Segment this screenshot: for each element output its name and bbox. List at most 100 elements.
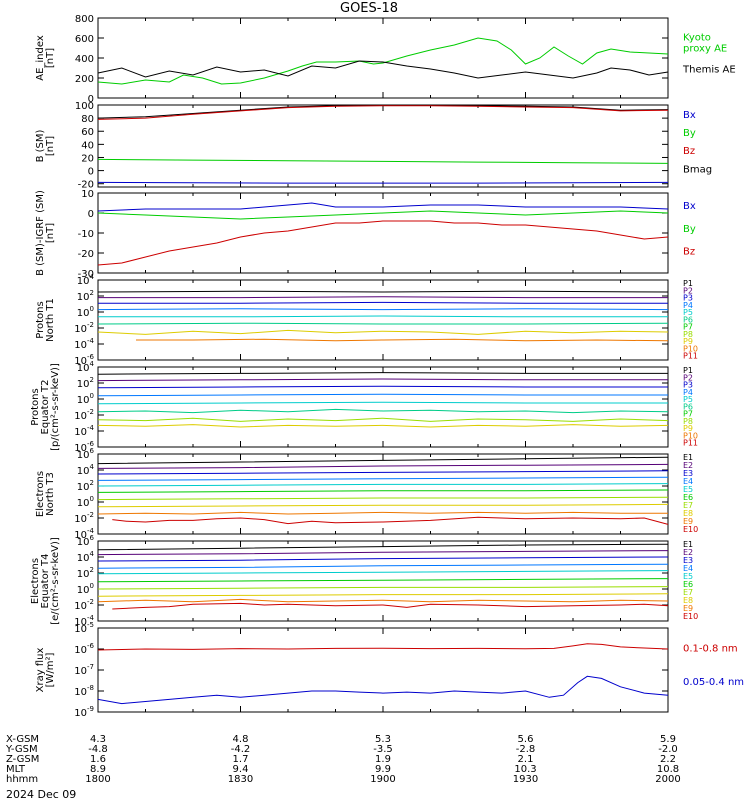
panel-6-ytick-label: 102 [77, 479, 94, 493]
series-e1-line [97, 543, 669, 551]
panel-7-ytick-label: 10-2 [74, 598, 94, 612]
ephemeris-value: 2000 [655, 774, 680, 785]
series-e6-line [97, 578, 669, 583]
panel-3-legend-label: Bz [683, 247, 695, 258]
panel-6-legend-e2: E2 [683, 461, 693, 470]
ephemeris-value: 8.9 [90, 764, 106, 775]
panel-7-ytick-label: 106 [77, 534, 95, 548]
series-p6-line [97, 408, 669, 414]
panel-5-ytick-label: 10-2 [74, 408, 94, 422]
panel-5-ylabel: [p/(cm²-s-sr-keV)] [50, 363, 61, 451]
panel-2-ytick-label: 0 [88, 167, 94, 178]
ephemeris-value: 1800 [85, 774, 110, 785]
ephemeris-value: 1900 [370, 774, 395, 785]
panel-1-ytick-label: 200 [75, 74, 94, 85]
series-bx-line [97, 202, 669, 212]
plot-title: GOES-18 [340, 1, 399, 16]
panel-4-ytick-label: 100 [77, 305, 94, 319]
series-p2-line [97, 378, 668, 382]
panel-6-ytick-label: 10-4 [74, 527, 94, 541]
series-p3-line [98, 301, 668, 304]
ephemeris-value: 4.3 [90, 734, 106, 745]
ephemeris-value: 4.8 [233, 734, 249, 745]
panel-1-ytick-label: 400 [75, 54, 94, 65]
panel-5-legend-p2: P2 [683, 373, 693, 382]
panel-6-legend-e8: E8 [683, 509, 693, 518]
panel-6-legend-e9: E9 [683, 517, 693, 526]
ephemeris-value: 10.3 [514, 764, 536, 775]
panel-6-ylabel: Electrons [35, 471, 46, 517]
panel-5-legend-p4: P4 [683, 388, 693, 397]
ephemeris-value: 2.1 [518, 754, 534, 765]
panel-7-legend-e8: E8 [683, 596, 693, 605]
panel-5-legend-p1: P1 [683, 366, 693, 375]
panel-8-ytick-label: 10-6 [74, 642, 94, 656]
ephemeris-row-label: Z-GSM [6, 754, 39, 765]
ephemeris-row-label: Y-GSM [5, 744, 38, 755]
panel-5-legend-p10: P10 [683, 431, 698, 440]
panel-4-ytick-label: 10-2 [74, 321, 94, 335]
panel-2-legend-label: Bz [683, 146, 695, 157]
panel-4-legend-p6: P6 [683, 315, 693, 324]
panel-6-ylabel: North T3 [45, 472, 56, 516]
panel-4-legend-p9: P9 [683, 337, 693, 346]
panel-4-legend-p8: P8 [683, 330, 693, 339]
panel-8-legend-label: 0.1-0.8 nm [683, 644, 738, 655]
panel-1-ytick-label: 0 [88, 94, 94, 105]
series-e7-line [97, 586, 669, 590]
panel-8-ylabel: [W/m²] [45, 652, 56, 687]
panel-7-ytick-label: 102 [77, 566, 94, 580]
panel-2-ylabel: B (SM) [35, 129, 46, 162]
panel-1-ytick-label: 600 [75, 34, 94, 45]
panel-4-legend-p7: P7 [683, 323, 693, 332]
panel-4-legend-p11: P11 [683, 352, 698, 361]
series-kyoto-proxy-ae-line [97, 37, 669, 85]
series-e8-line [97, 593, 669, 597]
panel-8-ytick-label: 10-8 [74, 684, 94, 698]
series-e9-line [97, 598, 669, 603]
ephemeris-value: 2.2 [660, 754, 676, 765]
series-p9-line [97, 424, 669, 428]
panel-4-ytick-label: 10-6 [74, 353, 94, 367]
panel-2-ytick-label: -20 [78, 180, 94, 191]
panel-3-frame [97, 192, 669, 274]
panel-4-legend-p10: P10 [683, 344, 698, 353]
series-p5-line [98, 315, 668, 318]
panel-4-legend-p2: P2 [683, 286, 693, 295]
panel-4-legend-p4: P4 [683, 301, 693, 310]
series-e4-line [97, 563, 669, 569]
panel-4-ytick-label: 10-4 [74, 337, 94, 351]
panel-2-legend-label: By [683, 128, 696, 139]
panel-2-frame [97, 104, 669, 188]
series-bmag-line [97, 104, 669, 119]
ephemeris-value: -3.5 [373, 744, 393, 755]
series-p4-line [97, 393, 668, 397]
series-p8-line [97, 417, 669, 422]
ephemeris-value: -2.0 [658, 744, 678, 755]
series-e5-line [97, 570, 669, 575]
panel-7-legend-e6: E6 [683, 580, 693, 589]
panel-5-ytick-label: 10-6 [74, 440, 94, 454]
panel-5-legend-p3: P3 [683, 381, 693, 390]
panel-6-legend-e4: E4 [683, 477, 693, 486]
ephemeris-value: -4.8 [88, 744, 108, 755]
panel-7-ytick-label: 100 [77, 582, 94, 596]
ephemeris-value: 10.8 [657, 764, 679, 775]
series-e7-line [97, 496, 669, 501]
panel-5-legend-p9: P9 [683, 424, 693, 433]
panel-7-ylabel: Electrons [30, 558, 41, 604]
panel-2-legend-label: Bx [683, 110, 696, 121]
panel-8-ytick-label: 10-7 [74, 663, 94, 677]
series-p10-line [136, 338, 669, 342]
series-0-05-0-4-nm-line [97, 675, 669, 705]
panel-2-ytick-label: 40 [81, 140, 94, 151]
panel-3-legend-label: By [683, 224, 696, 235]
panel-1-legend-label: Themis AE [682, 64, 736, 75]
panel-7-ylabel: Equator T4 [40, 554, 51, 609]
series-themis-ae-line [97, 60, 669, 79]
panel-5-ylabel: Protons [30, 388, 41, 425]
series-p7-line [97, 329, 669, 335]
panel-3-ytick-label: 10 [81, 189, 94, 200]
panel-2-ytick-label: 20 [81, 153, 94, 164]
